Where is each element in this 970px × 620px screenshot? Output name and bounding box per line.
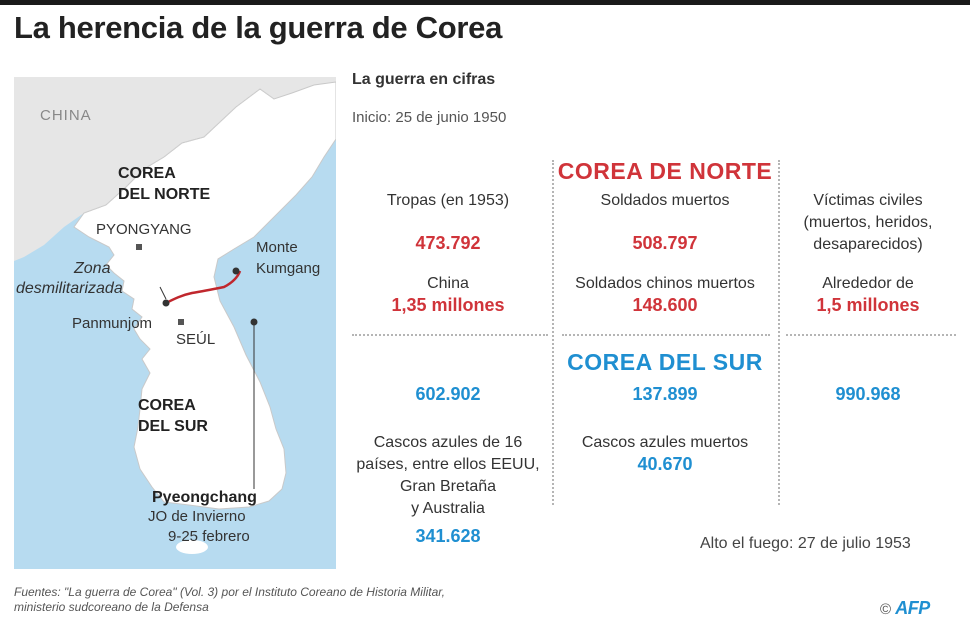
divider-col-2 [778,160,780,505]
divider-row-col-1 [352,334,548,336]
afp-logo: AFP [895,598,930,618]
south-soldiers-dead-value: 137.899 [632,384,698,404]
seoul-label: SEÚL [176,331,216,348]
north-soldiers-dead-value: 508.797 [632,233,698,253]
map-svg [14,77,336,554]
monte-label-1: Monte [256,239,298,256]
china-dead-label: Soldados chinos muertos [575,275,755,292]
source-line-2: ministerio sudcoreano de la Defensa [14,600,209,614]
soldiers-dead-header: Soldados muertos [600,192,730,209]
divider-col-1 [552,160,554,505]
dmz-label-1: Zona [74,260,111,277]
copyright-symbol: © [880,601,892,618]
un-troops-label-4: y Australia [411,500,485,517]
china-troops-label: China [427,275,469,292]
north-civilian-value: 1,5 millones [816,295,920,315]
olympics-dates-label: 9-25 febrero [168,528,250,545]
panmunjom-marker [162,299,170,307]
dmz-line [165,270,242,305]
ceasefire-date: Alto el fuego: 27 de julio 1953 [700,535,911,552]
civilian-victims-header-3: desaparecidos) [813,236,923,253]
border-china-north [83,88,275,214]
divider-row-col-2 [562,334,770,336]
china-dead-value: 148.600 [632,295,698,315]
pyongyang-marker [136,244,142,250]
un-troops-label-1: Cascos azules de 16 [373,434,523,451]
korea-land [73,81,336,510]
olympics-label: JO de Invierno [148,508,246,525]
north-korea-label-2: DEL NORTE [118,186,211,203]
page-title: La herencia de la guerra de Corea [14,10,503,45]
dmz-leader [159,286,167,300]
un-dead-value: 40.670 [637,454,693,474]
monte-kumgang-marker [232,267,240,275]
north-korea-label-1: COREA [118,165,176,182]
north-korea-heading: COREA DE NORTE [557,158,773,184]
civilian-approx-label: Alrededor de [822,275,914,292]
un-troops-value: 341.628 [415,526,481,546]
south-korea-heading: COREA DEL SUR [567,349,763,375]
civilian-victims-header-1: Víctimas civiles [813,192,923,209]
south-civilian-value: 990.968 [835,384,901,404]
dmz-label-2: desmilitarizada [16,280,123,297]
un-troops-label-3: Gran Bretaña [399,478,497,495]
stats-subtitle: La guerra en cifras [352,71,496,88]
un-dead-label: Cascos azules muertos [581,434,749,451]
china-label: CHINA [40,107,92,124]
troops-header: Tropas (en 1953) [386,192,510,209]
china-land [14,77,336,261]
pyongyang-label: PYONGYANG [96,221,192,238]
south-troops-value: 602.902 [415,384,481,404]
civilian-victims-header-2: (muertos, heridos, [803,214,933,231]
source-line-1: Fuentes: "La guerra de Corea" (Vol. 3) p… [14,585,445,599]
source-note: Fuentes: "La guerra de Corea" (Vol. 3) p… [14,585,445,615]
south-korea-label-1: COREA [138,397,196,414]
monte-label-2: Kumgang [256,260,321,277]
divider-row-col-3 [786,334,956,336]
jeju-island [176,540,208,554]
pyeongchang-marker [250,318,258,326]
north-troops-value: 473.792 [415,233,481,253]
un-troops-label-2: países, entre ellos EEUU, [356,456,540,473]
korea-map: CHINA COREA DEL NORTE PYONGYANG Zona des… [14,77,336,569]
pyeongchang-label: Pyeongchang [152,489,257,506]
seoul-marker [178,319,184,325]
south-korea-label-2: DEL SUR [138,418,208,435]
top-bar [0,0,970,5]
copyright: © AFP [880,598,930,619]
war-start-date: Inicio: 25 de junio 1950 [352,109,507,126]
panmunjom-label: Panmunjom [72,315,153,332]
china-troops-value: 1,35 millones [391,295,505,315]
